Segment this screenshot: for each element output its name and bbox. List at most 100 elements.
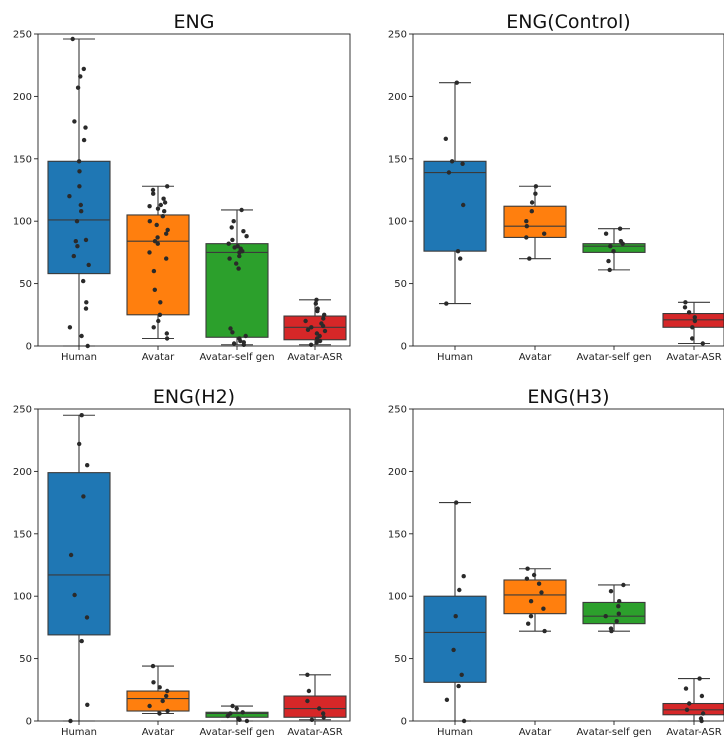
data-point	[232, 245, 237, 250]
box-avatar-self-gen	[205, 703, 269, 724]
data-point	[305, 672, 310, 677]
x-tick-label: Avatar-ASR	[666, 352, 721, 363]
box-avatar-asr	[283, 672, 347, 722]
data-point	[75, 244, 80, 249]
iqr-box	[47, 160, 111, 275]
data-point	[152, 239, 158, 244]
y-tick-label: 50	[19, 654, 32, 665]
data-point	[77, 184, 82, 189]
data-point	[606, 258, 611, 264]
data-point	[443, 136, 448, 141]
y-tick-label: 0	[26, 717, 32, 728]
data-point	[603, 231, 609, 236]
y-tick-label: 150	[13, 154, 32, 165]
data-point	[453, 614, 458, 619]
data-point	[686, 310, 692, 315]
data-point	[231, 341, 237, 346]
data-point	[227, 256, 232, 261]
data-point	[683, 300, 688, 305]
chart-panel-3: ENG(H2) 0 50 100 150 200 250 Human Avatar Avatar-…	[13, 386, 351, 738]
data-point	[228, 326, 233, 331]
data-point	[155, 206, 161, 211]
data-point	[621, 582, 626, 588]
data-point	[322, 328, 328, 334]
data-point	[527, 256, 532, 261]
data-point	[237, 250, 242, 255]
data-point	[230, 237, 235, 243]
data-point	[524, 224, 529, 229]
iqr-box	[582, 601, 646, 625]
x-tick-label: Avatar-ASR	[287, 352, 342, 363]
iqr-box	[662, 702, 724, 716]
data-point	[162, 209, 167, 214]
y-tick-label: 100	[13, 592, 32, 603]
data-point	[85, 463, 90, 468]
data-point	[608, 589, 614, 594]
data-point	[525, 566, 530, 571]
data-point	[230, 703, 235, 709]
data-point	[305, 327, 311, 332]
data-point	[454, 80, 459, 85]
data-point	[533, 184, 539, 189]
data-point	[687, 701, 692, 706]
y-tick-label: 0	[401, 717, 407, 728]
data-point	[79, 209, 84, 214]
y-tick-label: 50	[394, 654, 407, 665]
chart-title: ENG(H3)	[527, 386, 609, 408]
data-point	[147, 204, 152, 209]
data-point	[317, 706, 322, 711]
data-point	[147, 219, 152, 224]
data-point	[155, 235, 160, 240]
data-point	[152, 287, 157, 292]
data-point	[234, 706, 239, 711]
data-point	[77, 169, 82, 174]
box-avatar-asr	[283, 297, 347, 347]
data-point	[74, 219, 80, 224]
data-point	[444, 301, 449, 306]
data-point	[230, 330, 235, 335]
y-tick-label: 150	[388, 154, 407, 165]
data-point	[165, 708, 170, 714]
data-point	[697, 676, 702, 681]
x-tick-label: Human	[61, 352, 97, 363]
data-point	[151, 268, 157, 274]
box-avatar-asr	[662, 676, 724, 724]
box-avatar-asr	[662, 300, 724, 346]
y-tick-label: 0	[401, 342, 407, 353]
data-point	[460, 161, 465, 166]
data-point	[542, 628, 547, 634]
data-point	[161, 196, 166, 201]
data-point	[157, 685, 162, 690]
data-point	[449, 159, 455, 164]
data-point	[446, 170, 452, 175]
data-point	[151, 191, 156, 196]
box-human	[423, 80, 487, 306]
data-point	[529, 200, 535, 205]
data-point	[524, 219, 529, 224]
data-point	[68, 552, 74, 558]
data-point	[79, 413, 84, 418]
data-point	[616, 604, 621, 609]
data-point	[81, 137, 87, 143]
iqr-box	[503, 205, 567, 238]
data-point	[317, 338, 323, 344]
y-tick-label: 200	[388, 92, 407, 103]
data-point	[617, 599, 622, 604]
plot-frame	[412, 408, 724, 722]
data-point	[67, 194, 72, 199]
data-point	[690, 325, 695, 330]
data-point	[456, 683, 461, 689]
iqr-box	[283, 315, 347, 341]
data-point	[164, 693, 169, 699]
data-point	[455, 249, 461, 254]
data-point	[71, 253, 77, 259]
data-point	[164, 231, 169, 236]
data-point	[231, 219, 236, 224]
y-tick-label: 200	[13, 92, 32, 103]
data-point	[78, 202, 84, 208]
y-tick-label: 200	[13, 467, 32, 478]
data-point	[684, 707, 690, 712]
data-point	[164, 336, 170, 341]
box-avatar-self-gen	[582, 582, 646, 634]
data-point	[86, 262, 91, 268]
